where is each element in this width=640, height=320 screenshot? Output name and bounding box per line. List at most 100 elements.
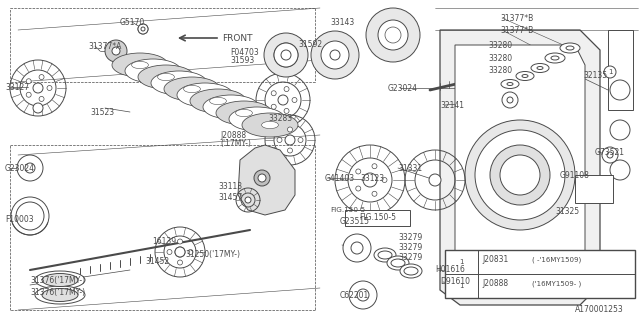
Circle shape (455, 280, 467, 292)
Ellipse shape (236, 109, 252, 116)
Text: 33113: 33113 (218, 181, 242, 190)
Ellipse shape (391, 259, 405, 267)
Circle shape (175, 247, 185, 257)
Ellipse shape (404, 267, 418, 275)
Circle shape (465, 120, 575, 230)
Text: G23024: G23024 (5, 164, 35, 172)
Text: C62201: C62201 (340, 291, 369, 300)
Circle shape (284, 108, 289, 113)
Circle shape (274, 43, 298, 67)
Text: 32141: 32141 (440, 100, 464, 109)
Ellipse shape (42, 274, 78, 286)
Text: 33280: 33280 (488, 41, 512, 50)
Ellipse shape (507, 83, 513, 85)
Ellipse shape (138, 65, 194, 89)
Text: 31250('17MY-): 31250('17MY-) (185, 251, 240, 260)
Circle shape (112, 47, 120, 55)
Ellipse shape (157, 73, 175, 81)
Circle shape (356, 169, 361, 174)
Ellipse shape (35, 286, 85, 304)
Circle shape (357, 289, 369, 301)
Text: 31592: 31592 (298, 39, 322, 49)
Circle shape (39, 75, 44, 80)
Text: G5170: G5170 (120, 18, 145, 27)
Ellipse shape (560, 43, 580, 53)
Ellipse shape (531, 63, 549, 73)
Text: J20888: J20888 (220, 131, 246, 140)
Circle shape (610, 160, 630, 180)
Text: FRONT: FRONT (222, 34, 253, 43)
Text: G73521: G73521 (595, 148, 625, 156)
Text: 16139: 16139 (152, 237, 176, 246)
Circle shape (323, 43, 347, 67)
Polygon shape (238, 145, 295, 215)
Circle shape (607, 152, 613, 158)
Circle shape (33, 83, 43, 93)
Circle shape (363, 173, 377, 187)
Text: 31452: 31452 (145, 258, 169, 267)
Ellipse shape (125, 59, 181, 83)
Circle shape (507, 97, 513, 103)
Circle shape (177, 239, 182, 244)
Text: J20888: J20888 (482, 279, 508, 289)
Ellipse shape (545, 53, 565, 63)
Circle shape (292, 98, 297, 102)
Circle shape (39, 96, 44, 101)
Circle shape (188, 250, 193, 254)
Circle shape (604, 66, 616, 78)
Text: ('17MY-): ('17MY-) (220, 139, 251, 148)
Circle shape (490, 145, 550, 205)
Circle shape (343, 234, 371, 262)
Circle shape (602, 147, 618, 163)
Circle shape (254, 170, 270, 186)
Text: FIG.150-5: FIG.150-5 (359, 213, 396, 222)
Ellipse shape (35, 271, 85, 289)
Circle shape (495, 283, 505, 293)
Circle shape (281, 50, 291, 60)
Text: 33279: 33279 (398, 244, 422, 252)
Circle shape (581, 181, 589, 189)
Circle shape (278, 95, 288, 105)
Text: ('16MY1509- ): ('16MY1509- ) (532, 281, 581, 287)
Ellipse shape (374, 248, 396, 262)
Text: 33280: 33280 (488, 66, 512, 75)
Text: 31331: 31331 (398, 164, 422, 172)
Text: G41403: G41403 (325, 173, 355, 182)
Ellipse shape (522, 75, 528, 77)
Text: G23024: G23024 (388, 84, 418, 92)
Ellipse shape (516, 71, 534, 81)
Circle shape (177, 260, 182, 265)
Circle shape (167, 250, 172, 254)
Circle shape (274, 43, 298, 67)
Circle shape (372, 191, 377, 196)
Circle shape (17, 155, 43, 181)
Text: 33279: 33279 (398, 253, 422, 262)
Bar (608, 30, 633, 110)
Circle shape (366, 8, 420, 62)
Text: 33280: 33280 (488, 53, 512, 62)
Ellipse shape (216, 101, 272, 125)
Ellipse shape (184, 85, 200, 92)
Text: 31377*B: 31377*B (500, 26, 533, 35)
Ellipse shape (537, 67, 543, 69)
Text: 33279: 33279 (398, 234, 422, 243)
Circle shape (351, 242, 363, 254)
Circle shape (271, 91, 276, 96)
Circle shape (285, 135, 295, 145)
Circle shape (372, 164, 377, 169)
Text: 31593: 31593 (230, 55, 254, 65)
Text: A170001253: A170001253 (575, 306, 624, 315)
Ellipse shape (177, 83, 233, 107)
Text: 31457: 31457 (218, 194, 243, 203)
Ellipse shape (229, 107, 285, 131)
Ellipse shape (203, 95, 259, 119)
Ellipse shape (132, 61, 148, 68)
Circle shape (349, 281, 377, 309)
Text: G91108: G91108 (560, 171, 590, 180)
Text: 31376('17MY-): 31376('17MY-) (30, 276, 85, 284)
Ellipse shape (164, 77, 220, 101)
Circle shape (175, 247, 185, 257)
Circle shape (16, 202, 44, 230)
Circle shape (258, 174, 266, 182)
Ellipse shape (112, 53, 168, 77)
